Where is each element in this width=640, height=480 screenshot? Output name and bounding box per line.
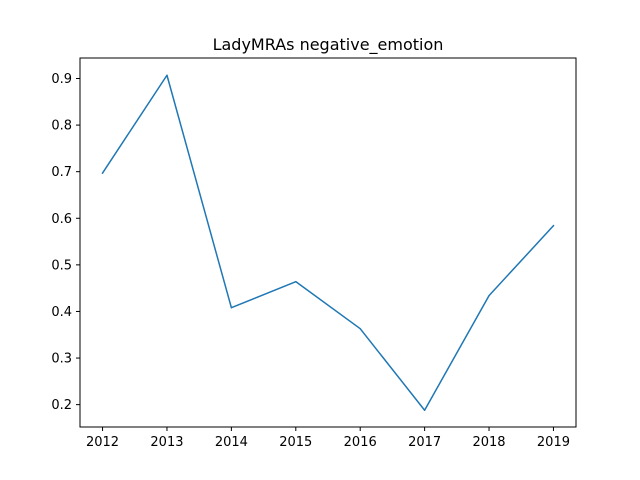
- series-layer: [101, 74, 555, 411]
- data-point: [359, 328, 361, 330]
- x-tick-label: 2012: [86, 435, 119, 450]
- x-tick-label: 2019: [537, 435, 570, 450]
- data-point: [424, 409, 426, 411]
- y-tick-label: 0.8: [51, 119, 72, 134]
- y-tick-label: 0.6: [51, 212, 72, 227]
- x-axis: 2012 2013 2014 2015 2016 2017 2018 2019: [86, 427, 570, 450]
- y-axis: 0.2 0.3 0.4 0.5 0.6 0.7 0.8 0.9: [51, 72, 80, 413]
- y-tick-label: 0.2: [51, 398, 72, 413]
- x-tick-label: 2014: [215, 435, 248, 450]
- data-point: [101, 172, 104, 174]
- y-tick-label: 0.3: [51, 352, 72, 367]
- x-tick-label: 2013: [150, 435, 183, 450]
- y-tick-label: 0.5: [51, 258, 72, 273]
- plot-frame: [79, 57, 577, 428]
- data-point: [488, 295, 490, 297]
- x-tick-label: 2018: [472, 435, 505, 450]
- data-point: [166, 74, 168, 76]
- x-tick-label: 2017: [408, 435, 441, 450]
- data-point: [295, 281, 297, 283]
- chart-title: LadyMRAs negative_emotion: [213, 35, 444, 55]
- series-line: [101, 74, 555, 411]
- y-tick-label: 0.4: [51, 305, 72, 320]
- data-point: [230, 307, 232, 309]
- data-point: [552, 225, 555, 227]
- y-tick-label: 0.7: [51, 165, 72, 180]
- x-tick-label: 2015: [279, 435, 312, 450]
- y-tick-label: 0.9: [51, 72, 72, 87]
- x-tick-label: 2016: [344, 435, 377, 450]
